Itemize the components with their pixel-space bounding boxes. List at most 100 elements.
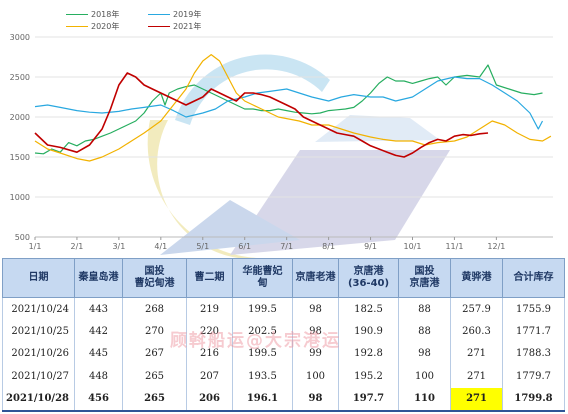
value-cell: 199.5 bbox=[232, 297, 293, 321]
value-cell: 195.2 bbox=[338, 365, 399, 388]
legend-item-2021: 2021年 bbox=[148, 20, 201, 32]
legend-label-2021: 2021年 bbox=[173, 21, 202, 31]
y-tick-label: 2000 bbox=[10, 113, 30, 122]
y-tick-label: 1000 bbox=[10, 193, 30, 202]
column-header: 京唐港 (36-40) bbox=[338, 258, 399, 298]
value-cell: 110 bbox=[398, 387, 451, 413]
value-cell: 445 bbox=[74, 342, 123, 366]
value-cell: 1771.7 bbox=[502, 320, 565, 343]
table-row: 2021/10/24 443 268 219 199.5 98 182.5 88 257.9 17… bbox=[2, 297, 565, 321]
value-cell: 206 bbox=[186, 387, 233, 413]
value-cell: 216 bbox=[186, 342, 233, 366]
y-tick-label: 2500 bbox=[10, 73, 30, 82]
legend-label-2019: 2019年 bbox=[173, 9, 202, 19]
value-cell: 197.7 bbox=[338, 387, 399, 413]
x-tick-label: 1/1 bbox=[29, 242, 42, 251]
value-cell: 1755.9 bbox=[502, 297, 565, 321]
legend-item-2019: 2019年 bbox=[148, 8, 201, 20]
x-tick-label: 2/1 bbox=[71, 242, 84, 251]
date-cell: 2021/10/27 bbox=[2, 365, 75, 388]
y-tick-label: 1500 bbox=[10, 153, 30, 162]
value-cell: 88 bbox=[398, 297, 451, 321]
line-chart: 500 1000 1500 2000 2500 3000 1/1 2/1 3/1 4/1 5/1 6… bbox=[10, 33, 553, 258]
date-cell: 2021/10/24 bbox=[2, 297, 75, 321]
x-tick-label: 5/1 bbox=[196, 242, 209, 251]
value-cell: 98 bbox=[292, 387, 339, 413]
value-cell: 98 bbox=[292, 297, 339, 321]
series-line-2020年 bbox=[34, 54, 552, 162]
x-tick-label: 4/1 bbox=[154, 242, 167, 251]
value-cell: 182.5 bbox=[338, 297, 399, 321]
value-cell: 1799.8 bbox=[502, 387, 565, 413]
value-cell: 207 bbox=[186, 365, 233, 388]
value-cell: 270 bbox=[122, 320, 187, 343]
value-cell: 98 bbox=[398, 342, 451, 366]
value-cell: 219 bbox=[186, 297, 233, 321]
series-line-2019年 bbox=[34, 76, 544, 130]
value-cell: 265 bbox=[122, 365, 187, 388]
table-row: 2021/10/28 456 265 206 196.1 98 197.7 110 271 179… bbox=[2, 387, 565, 413]
value-cell: 267 bbox=[122, 342, 187, 366]
value-cell: 100 bbox=[398, 365, 451, 388]
value-cell: 192.8 bbox=[338, 342, 399, 366]
value-cell: 99 bbox=[292, 342, 339, 366]
value-cell: 456 bbox=[74, 387, 123, 413]
legend-label-2018: 2018年 bbox=[91, 9, 120, 19]
series-line-2018年 bbox=[34, 64, 543, 155]
legend-right: 2019年 2021年 bbox=[148, 8, 201, 32]
x-tick-label: 8/1 bbox=[322, 242, 335, 251]
table-body: 2021/10/24 443 268 219 199.5 98 182.5 88 257.9 17… bbox=[2, 297, 565, 413]
x-tick-label: 3/1 bbox=[112, 242, 125, 251]
x-tick-label: 6/1 bbox=[238, 242, 251, 251]
port-inventory-table: 日期 秦皇岛港 国投 曹妃甸港 曹二期 华能曹妃甸京唐老港 京唐港 (36-40) 国投 京唐港黄… bbox=[2, 258, 565, 413]
x-tick-label: 10/1 bbox=[404, 242, 422, 251]
legend-item-2020: 2020年 bbox=[66, 20, 119, 32]
value-cell: 220 bbox=[186, 320, 233, 343]
value-cell: 443 bbox=[74, 297, 123, 321]
table-row: 2021/10/27 448 265 207 193.5 100 195.2 100 271 17… bbox=[2, 365, 565, 388]
column-header: 合计库存 bbox=[502, 258, 565, 298]
column-header: 秦皇岛港 bbox=[74, 258, 123, 298]
x-axis-ticks: 1/1 2/1 3/1 4/1 5/1 6/1 7/1 8/1 9/1 10/1 11/1 12/1 bbox=[29, 237, 505, 251]
value-cell: 100 bbox=[292, 365, 339, 388]
x-tick-label: 11/1 bbox=[445, 242, 463, 251]
series-lines bbox=[34, 54, 552, 162]
x-tick-label: 9/1 bbox=[364, 242, 377, 251]
legend-swatch-2019 bbox=[148, 13, 170, 15]
value-cell: 271 bbox=[450, 387, 503, 413]
value-cell: 260.3 bbox=[450, 320, 503, 343]
value-cell: 199.5 bbox=[232, 342, 293, 366]
legend-label-2020: 2020年 bbox=[91, 21, 120, 31]
column-header: 国投 京唐港 bbox=[398, 258, 451, 298]
value-cell: 442 bbox=[74, 320, 123, 343]
table-row: 2021/10/25 442 270 220 202.5 98 190.9 88 260.3 17… bbox=[2, 320, 565, 343]
legend-swatch-2021 bbox=[148, 25, 170, 27]
y-tick-label: 500 bbox=[15, 233, 30, 242]
value-cell: 448 bbox=[74, 365, 123, 388]
value-cell: 1788.3 bbox=[502, 342, 565, 366]
value-cell: 193.5 bbox=[232, 365, 293, 388]
x-tick-label: 12/1 bbox=[487, 242, 505, 251]
table-row: 2021/10/26 445 267 216 199.5 99 192.8 98 271 1788… bbox=[2, 342, 565, 366]
series-line-2021年 bbox=[34, 72, 489, 158]
column-header: 国投 曹妃甸港 bbox=[122, 258, 187, 298]
watermark-logo bbox=[147, 54, 450, 258]
table-header-row: 日期 秦皇岛港 国投 曹妃甸港 曹二期 华能曹妃甸京唐老港 京唐港 (36-40) 国投 京唐港黄… bbox=[2, 258, 565, 298]
value-cell: 257.9 bbox=[450, 297, 503, 321]
value-cell: 196.1 bbox=[232, 387, 293, 413]
y-tick-label: 3000 bbox=[10, 33, 30, 42]
legend-swatch-2018 bbox=[66, 13, 88, 15]
column-header: 黄骅港 bbox=[450, 258, 503, 298]
value-cell: 271 bbox=[450, 342, 503, 366]
grid-lines bbox=[35, 36, 553, 238]
x-tick-label: 7/1 bbox=[280, 242, 293, 251]
legend-item-2018: 2018年 bbox=[66, 8, 119, 20]
legend-swatch-2020 bbox=[66, 25, 88, 27]
y-axis-ticks: 500 1000 1500 2000 2500 3000 bbox=[10, 33, 30, 242]
column-header: 华能曹妃甸 bbox=[232, 258, 293, 298]
date-cell: 2021/10/26 bbox=[2, 342, 75, 366]
value-cell: 271 bbox=[450, 365, 503, 388]
legend-left: 2018年 2020年 bbox=[66, 8, 119, 32]
value-cell: 265 bbox=[122, 387, 187, 413]
